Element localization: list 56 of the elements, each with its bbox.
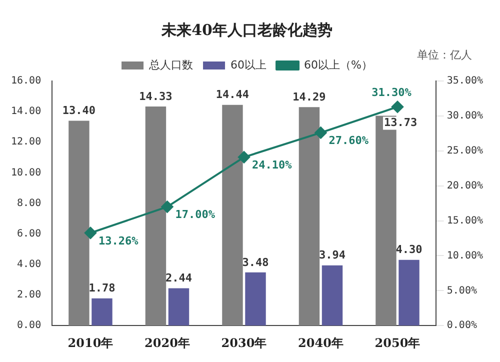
data-label: 2.44 — [166, 272, 192, 285]
x-tick-label: 2050年 — [374, 336, 420, 350]
x-tick-label: 2040年 — [298, 336, 344, 350]
data-label: 17.00% — [175, 208, 216, 222]
y-tick-label: 0.00 — [17, 320, 42, 332]
data-label: 4.30 — [396, 243, 422, 256]
bar — [222, 104, 243, 326]
point — [161, 200, 174, 213]
point — [392, 100, 404, 113]
y2-tick-label: 20.00% — [446, 180, 483, 192]
y-tick-label: 16.00 — [10, 76, 42, 87]
text: 单位：亿人 — [417, 48, 472, 62]
legend-label: 60以上（%） — [304, 58, 372, 72]
bar — [168, 288, 190, 326]
point — [84, 226, 96, 239]
x-tick-label: 2020年 — [144, 336, 190, 350]
legend-label: 总人口数 — [148, 58, 194, 72]
point — [238, 151, 250, 164]
x-tick-label: 2010年 — [68, 336, 114, 350]
bar — [145, 106, 166, 326]
y2-tick-label: 10.00% — [446, 250, 483, 262]
bar — [245, 272, 266, 326]
data-label: 14.44 — [216, 88, 250, 102]
y-tick-label: 14.00 — [10, 106, 42, 118]
y-tick-label: 2.00 — [17, 290, 42, 301]
data-label: 13.26% — [98, 234, 139, 248]
data-label: 14.29 — [292, 90, 326, 104]
y-tick-label: 4.00 — [17, 259, 42, 270]
data-label: 13.73 — [384, 116, 418, 130]
data-label: 24.10% — [252, 158, 292, 172]
bar — [298, 107, 320, 326]
y-tick-label: 6.00 — [17, 228, 42, 240]
chart-title: 未来40年人口老龄化趋势 — [160, 20, 332, 39]
point — [314, 126, 327, 139]
y2-tick-label: 5.00% — [446, 285, 477, 296]
data-label: 13.40 — [62, 104, 96, 118]
bar — [322, 265, 343, 326]
data-label: 3.48 — [242, 256, 269, 269]
y-tick-label: 10.00 — [10, 167, 42, 178]
bar — [398, 260, 420, 326]
legend-label: 60以上 — [230, 58, 267, 72]
data-label: 3.94 — [319, 248, 346, 262]
y-tick-label: 12.00 — [10, 136, 42, 148]
bar — [92, 298, 112, 326]
y2-tick-label: 30.00% — [446, 110, 483, 122]
bar — [68, 120, 90, 326]
data-label: 31.30% — [372, 86, 412, 100]
y2-tick-label: 25.00% — [446, 145, 483, 156]
data-label: 14.33 — [139, 90, 172, 103]
y2-tick-label: 15.00% — [446, 215, 483, 226]
y2-tick-label: 35.00% — [446, 76, 483, 87]
data-label: 1.78 — [88, 282, 116, 295]
y2-tick-label: 0.00% — [446, 320, 477, 332]
x-tick-label: 2030年 — [221, 336, 267, 350]
y-tick-label: 8.00 — [17, 198, 42, 209]
data-label: 27.60% — [328, 134, 369, 148]
